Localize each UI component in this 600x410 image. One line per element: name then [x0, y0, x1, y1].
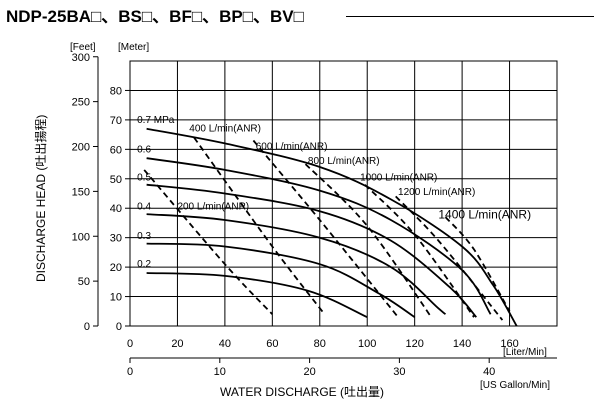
gallon-tick-label: 10: [214, 366, 226, 378]
flow-label: 400 L/min(ANR): [189, 124, 261, 135]
x-tick-label: 120: [405, 338, 423, 350]
gallon-tick-label: 40: [483, 366, 495, 378]
flow-curve: [193, 137, 326, 315]
flow-curve: [304, 163, 433, 318]
x-axis-title: WATER DISCHARGE (吐出量): [220, 385, 384, 399]
chart-header: NDP-25BA□、BS□、BF□、BP□、BV□: [0, 0, 600, 30]
x-tick-label: 160: [500, 338, 518, 350]
chart-axes: [93, 56, 557, 363]
x-tick-label: 80: [314, 338, 326, 350]
feet-tick-label: 300: [72, 52, 90, 64]
gallon-tick-label: 20: [303, 366, 315, 378]
flow-label: 800 L/min(ANR): [308, 156, 380, 167]
gallon-tick-label: 0: [127, 366, 133, 378]
flow-label: 1000 L/min(ANR): [360, 172, 437, 183]
meter-tick-label: 80: [110, 85, 122, 97]
flow-curve: [143, 169, 273, 315]
feet-tick-label: 200: [72, 142, 90, 154]
feet-tick-label: 0: [84, 321, 90, 333]
x-tick-label: 20: [171, 338, 183, 350]
pressure-label: 0.6: [137, 144, 151, 155]
plot-frame: [129, 60, 558, 327]
meter-tick-label: 10: [110, 292, 122, 304]
gallon-tick-label: 30: [393, 366, 405, 378]
x-tick-label: 60: [266, 338, 278, 350]
feet-tick-label: 150: [72, 186, 90, 198]
pressure-curve: [146, 272, 368, 319]
pressure-curves: [146, 127, 518, 327]
flow-curve: [444, 216, 511, 312]
meter-tick-label: 60: [110, 144, 122, 156]
chart-grid: [129, 60, 558, 327]
meter-tick-label: 0: [116, 321, 122, 333]
y-unit-left: [Feet]: [70, 42, 96, 53]
feet-tick-label: 250: [72, 97, 90, 109]
pressure-label: 0.5: [137, 172, 151, 183]
model-title: NDP-25BA□、BS□、BF□、BP□、BV□: [6, 7, 304, 26]
flow-curve: [395, 195, 504, 321]
x-tick-label: 40: [219, 338, 231, 350]
flow-label: 600 L/min(ANR): [256, 141, 328, 152]
x-tick-label: 100: [358, 338, 376, 350]
pressure-curve: [146, 157, 492, 315]
x-tick-label: 140: [453, 338, 471, 350]
flow-label: 1400 L/min(ANR): [438, 208, 531, 222]
meter-tick-label: 70: [110, 115, 122, 127]
feet-tick-label: 100: [72, 231, 90, 243]
y-axis-title: DISCHARGE HEAD (吐出揚程): [33, 115, 48, 282]
y-unit-right: [Meter]: [118, 42, 149, 53]
pressure-curve: [146, 242, 416, 318]
pressure-curve: [146, 127, 518, 327]
meter-tick-label: 50: [110, 174, 122, 186]
pressure-label: 0.3: [137, 231, 151, 242]
meter-tick-label: 40: [110, 203, 122, 215]
x-tick-label: 0: [127, 338, 133, 350]
feet-tick-label: 50: [78, 276, 90, 288]
meter-tick-label: 30: [110, 233, 122, 245]
pressure-curve: [146, 213, 447, 315]
pressure-curve: [146, 183, 477, 318]
chart-labels: 0 20 40 60 80 100 120 140 1600102030405060708005…: [72, 52, 531, 378]
pressure-label: 0.2: [137, 259, 151, 270]
meter-tick-label: 20: [110, 262, 122, 274]
pressure-label: 0.7 MPa: [137, 115, 175, 126]
x-unit-secondary: [US Gallon/Min]: [480, 380, 550, 391]
header-rule: [346, 16, 594, 17]
flow-label: 1200 L/min(ANR): [398, 187, 475, 198]
x-unit-primary: [Liter/Min]: [503, 347, 547, 358]
flow-label: 200 L/min(ANR): [177, 202, 249, 213]
pressure-label: 0.4: [137, 202, 151, 213]
